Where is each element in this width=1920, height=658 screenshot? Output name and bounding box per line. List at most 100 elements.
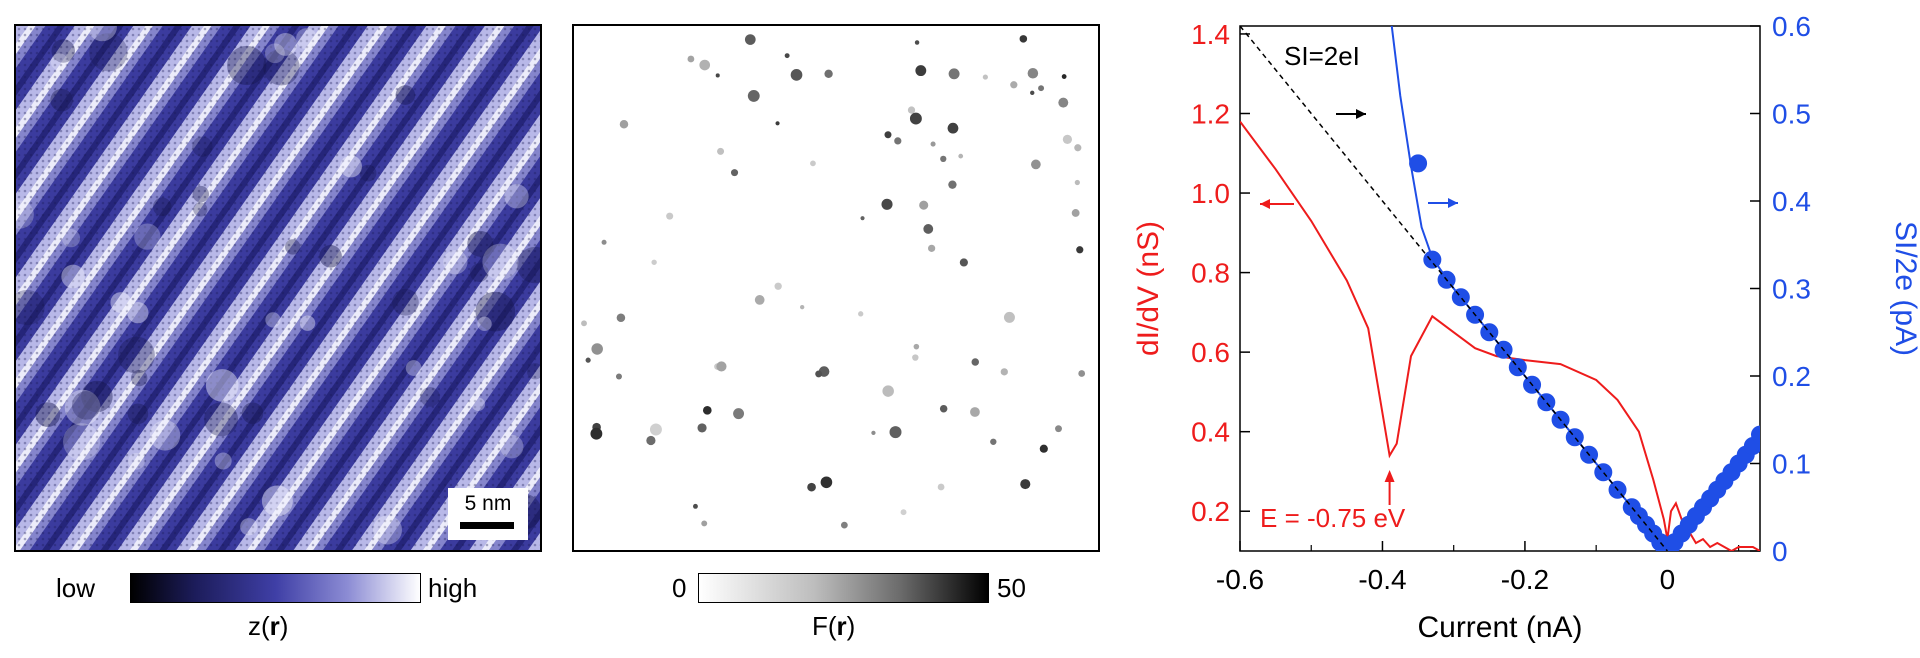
x-tick-label: -0.2 (1501, 564, 1549, 595)
scalebar-label: 5 nm (464, 492, 512, 515)
fano-spot (591, 343, 603, 355)
noise-data-point (1409, 154, 1428, 173)
fano-spot (909, 112, 922, 125)
y-left-tick-label: 0.4 (1191, 417, 1230, 448)
energy-label: E = -0.75 eV (1260, 503, 1406, 533)
fano-spot (615, 373, 622, 380)
fano-spot (914, 40, 920, 45)
fano-spot (824, 69, 833, 78)
fano-spot (959, 258, 968, 267)
fano-spot (1061, 74, 1067, 79)
fano-spot (693, 503, 698, 509)
fano-spot (982, 74, 988, 80)
fano-spot (619, 120, 629, 129)
fano-spot (651, 259, 657, 265)
fano-spot (807, 482, 816, 492)
scalebar: 5 nm (448, 488, 528, 540)
topography-spot (504, 184, 529, 209)
fano-map (572, 24, 1100, 552)
topography-spot (467, 230, 494, 257)
fano-spot (702, 406, 712, 415)
topography-spot (475, 291, 516, 332)
y-right-axis-label: SI/2e (pA) (1889, 221, 1920, 356)
energy-arrow-head (1384, 470, 1395, 482)
topo-colorbar-high-label: high (428, 573, 478, 603)
topography-spot (469, 263, 489, 282)
fano-spot (948, 180, 957, 189)
reference-arrow-head (1356, 109, 1366, 119)
fano-spot (790, 69, 803, 81)
fano-spot (937, 483, 945, 491)
fano-colorbar (698, 573, 989, 603)
fano-spot (730, 169, 739, 177)
topography-spot (16, 289, 45, 326)
topography-spot (241, 402, 264, 424)
fano-spot (912, 354, 919, 361)
noise-data-point (1537, 393, 1556, 412)
fano-spot (697, 423, 707, 433)
y-right-tick-label: 0 (1772, 536, 1788, 567)
reference-line-label: SI=2eI (1284, 41, 1360, 71)
topography-spot (372, 515, 403, 545)
noise-data-point (1565, 428, 1584, 447)
topography-spot (192, 185, 210, 203)
topography-spot (50, 88, 73, 112)
topography-spot (499, 434, 524, 459)
fano-spot (590, 427, 603, 440)
topography-spot (64, 389, 101, 426)
fano-spot (894, 137, 902, 145)
topography-spot (339, 155, 362, 178)
noise-data-point (1508, 358, 1527, 377)
y-left-tick-label: 1.4 (1191, 19, 1230, 50)
fano-spot (858, 311, 864, 317)
fano-spot (881, 198, 893, 210)
noise-data-point (1480, 323, 1499, 342)
topography-spot (152, 197, 172, 217)
fano-spot (947, 122, 959, 134)
topography-image (16, 26, 540, 550)
fano-spot (919, 200, 929, 210)
x-tick-label: -0.6 (1216, 564, 1264, 595)
fano-spot (646, 435, 656, 446)
y-right-tick-label: 0.2 (1772, 361, 1811, 392)
noise-data-point (1594, 463, 1613, 482)
topography-spot (299, 315, 316, 331)
fano-spot (581, 320, 587, 327)
left-axis-arrow-head (1260, 199, 1270, 209)
topography-spot (35, 402, 61, 427)
fano-spot (907, 106, 916, 114)
fano-spot (1058, 97, 1069, 108)
topography-spot (127, 302, 149, 324)
fano-colorbar-max-label: 50 (997, 573, 1026, 603)
topography-spot (127, 403, 149, 424)
fano-spot (860, 216, 865, 221)
topography-map: 5 nm (14, 24, 542, 552)
topography-spot (118, 336, 155, 374)
topo-map-label: z(r) (248, 611, 289, 641)
noise-data-point (1451, 288, 1470, 307)
fano-colorbar-min-label: 0 (672, 573, 687, 603)
fano-spot (744, 34, 756, 45)
didv-line (1240, 120, 1760, 551)
topography-spot (405, 360, 422, 376)
y-left-tick-label: 1.2 (1191, 99, 1230, 130)
fano-spot (889, 426, 902, 439)
topography-spot (149, 420, 181, 451)
fano-spot (1074, 144, 1082, 152)
topo-colorbar (130, 573, 421, 603)
topography-spot (205, 369, 239, 402)
fano-spot (715, 73, 720, 78)
fano-spot (1055, 425, 1062, 433)
topography-spot (359, 164, 377, 182)
fano-spot (971, 358, 980, 366)
fano-spot (1074, 179, 1080, 186)
topography-spot (443, 250, 468, 275)
y-right-tick-label: 0.3 (1772, 274, 1811, 305)
fano-spot (585, 357, 591, 363)
topography-spot (395, 85, 416, 105)
reference-line (1240, 26, 1668, 551)
fano-spot (1071, 209, 1080, 217)
topography-spot (261, 485, 293, 517)
y-left-axis-label: dI/dV (nS) (1132, 221, 1165, 356)
right-axis-arrow-head (1448, 198, 1458, 208)
